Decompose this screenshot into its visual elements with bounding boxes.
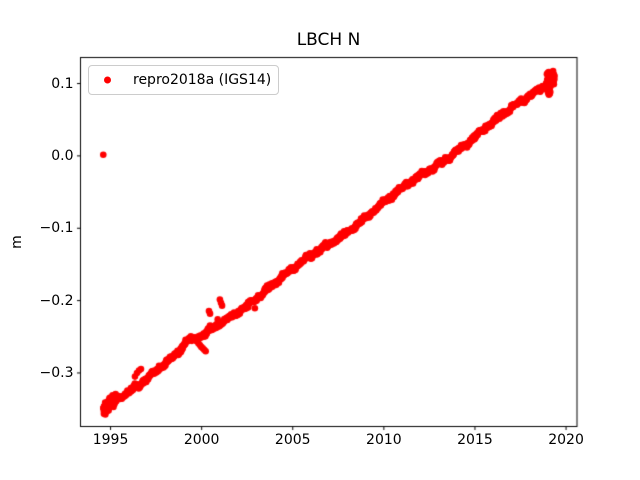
chart-title: LBCH N [296,30,361,50]
y-tick-label: 0.1 [51,75,74,92]
y-axis-label: m [9,235,25,249]
y-tick-label: −0.1 [39,220,74,237]
x-tick-label: 2005 [274,432,311,448]
legend-marker-dot-icon [104,76,111,84]
y-tick-label: −0.3 [39,364,74,381]
x-tick-label: 2010 [366,432,402,448]
x-tick-label: 2020 [548,432,584,448]
legend: repro2018a (IGS14) [88,65,279,95]
legend-label: repro2018a (IGS14) [133,72,272,88]
y-tick-label: 0.0 [51,147,74,164]
x-tick-label: 2015 [457,432,493,448]
x-tick-label: 2000 [183,432,220,448]
y-tick-label: −0.2 [39,292,74,309]
x-tick-label: 1995 [92,432,129,448]
